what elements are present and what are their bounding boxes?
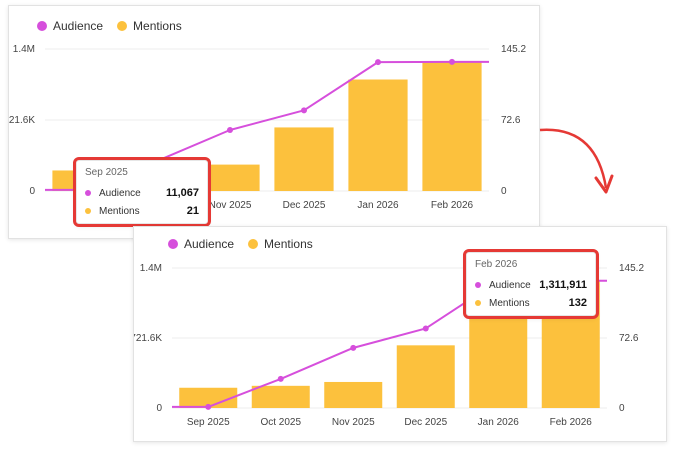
tooltip-label-audience: Audience xyxy=(489,279,531,291)
tooltip-date: Feb 2026 xyxy=(475,259,518,270)
chart-tooltip-before: Sep 2025 Audience 11,067 Mentions 21 xyxy=(73,157,211,227)
legend-dot-audience xyxy=(168,239,178,249)
tooltip-value-audience: 11,067 xyxy=(165,187,199,199)
arrow-head xyxy=(594,174,614,194)
x-tick-label: Dec 2025 xyxy=(283,200,326,211)
legend-item-mentions[interactable]: Mentions xyxy=(117,19,182,33)
chart-tooltip-after: Feb 2026 Audience 1,311,911 Mentions 132 xyxy=(463,249,599,319)
tooltip-label-audience: Audience xyxy=(99,187,141,199)
tooltip-value-mentions: 21 xyxy=(186,205,199,217)
y-right-tick-label: 0 xyxy=(619,403,625,414)
bar-mentions xyxy=(324,381,383,408)
legend-dot-mentions xyxy=(117,21,128,31)
bar-mentions xyxy=(396,345,455,408)
y-left-tick-label: 1.4M xyxy=(140,263,162,274)
tooltip-date: Sep 2025 xyxy=(85,167,128,178)
y-right-tick-label: 0 xyxy=(501,186,507,197)
bar-mentions xyxy=(422,61,482,192)
bar-mentions xyxy=(348,79,408,191)
legend-label-mentions: Mentions xyxy=(133,19,182,33)
x-tick-label: Jan 2026 xyxy=(357,200,399,211)
x-tick-label: Nov 2025 xyxy=(209,200,252,211)
x-tick-label: Sep 2025 xyxy=(187,417,230,428)
y-right-tick-label: 72.6 xyxy=(501,115,521,126)
legend-dot-audience xyxy=(37,21,47,31)
point-audience xyxy=(277,375,284,382)
tooltip-dot-audience xyxy=(475,282,481,288)
legend-dot-mentions xyxy=(248,239,259,249)
bar-mentions xyxy=(251,385,310,408)
arrow-curve xyxy=(539,128,608,189)
tooltip-dot-mentions xyxy=(85,208,91,214)
x-tick-label: Oct 2025 xyxy=(260,417,301,428)
y-left-tick-label: 1.4M xyxy=(13,44,35,55)
tooltip-row-audience: Audience 1,311,911 xyxy=(475,276,587,294)
legend-item-mentions[interactable]: Mentions xyxy=(248,237,313,251)
legend-label-audience: Audience xyxy=(184,237,235,251)
bar-mentions xyxy=(179,387,238,408)
point-audience xyxy=(301,107,307,114)
legend-item-audience[interactable]: Audience xyxy=(168,237,234,251)
curved-arrow-icon xyxy=(539,128,614,194)
chart-legend: Audience Mentions xyxy=(168,237,313,251)
y-left-tick-label: 721.6K xyxy=(134,333,162,344)
y-right-tick-label: 145.2 xyxy=(501,44,526,55)
tooltip-row-mentions: Mentions 21 xyxy=(85,202,199,220)
point-audience xyxy=(227,126,233,133)
x-tick-label: Jan 2026 xyxy=(478,417,520,428)
point-audience xyxy=(205,403,212,410)
y-left-tick-label: 0 xyxy=(29,186,35,197)
tooltip-dot-audience xyxy=(85,190,91,196)
x-tick-label: Dec 2025 xyxy=(404,417,447,428)
legend-label-mentions: Mentions xyxy=(264,237,313,251)
y-left-tick-label: 0 xyxy=(156,403,162,414)
bar-mentions xyxy=(274,127,334,191)
x-tick-label: Feb 2026 xyxy=(431,200,474,211)
tooltip-value-mentions: 132 xyxy=(568,297,587,309)
chart-legend: Audience Mentions xyxy=(37,19,182,33)
x-tick-label: Feb 2026 xyxy=(550,417,593,428)
bar-mentions xyxy=(200,164,260,191)
point-audience xyxy=(449,58,455,65)
tooltip-value-audience: 1,311,911 xyxy=(539,279,587,291)
tooltip-row-audience: Audience 11,067 xyxy=(85,184,199,202)
legend-label-audience: Audience xyxy=(53,19,104,33)
y-left-tick-label: 721.6K xyxy=(9,115,35,126)
tooltip-label-mentions: Mentions xyxy=(99,205,140,217)
point-audience xyxy=(375,59,381,66)
point-audience xyxy=(350,344,357,351)
tooltip-row-mentions: Mentions 132 xyxy=(475,294,587,312)
y-right-tick-label: 145.2 xyxy=(619,263,644,274)
bar-mentions xyxy=(469,298,528,408)
legend-item-audience[interactable]: Audience xyxy=(37,19,103,33)
tooltip-label-mentions: Mentions xyxy=(489,297,530,309)
y-right-tick-label: 72.6 xyxy=(619,333,639,344)
tooltip-dot-mentions xyxy=(475,300,481,306)
x-tick-label: Nov 2025 xyxy=(332,417,375,428)
point-audience xyxy=(422,325,429,332)
